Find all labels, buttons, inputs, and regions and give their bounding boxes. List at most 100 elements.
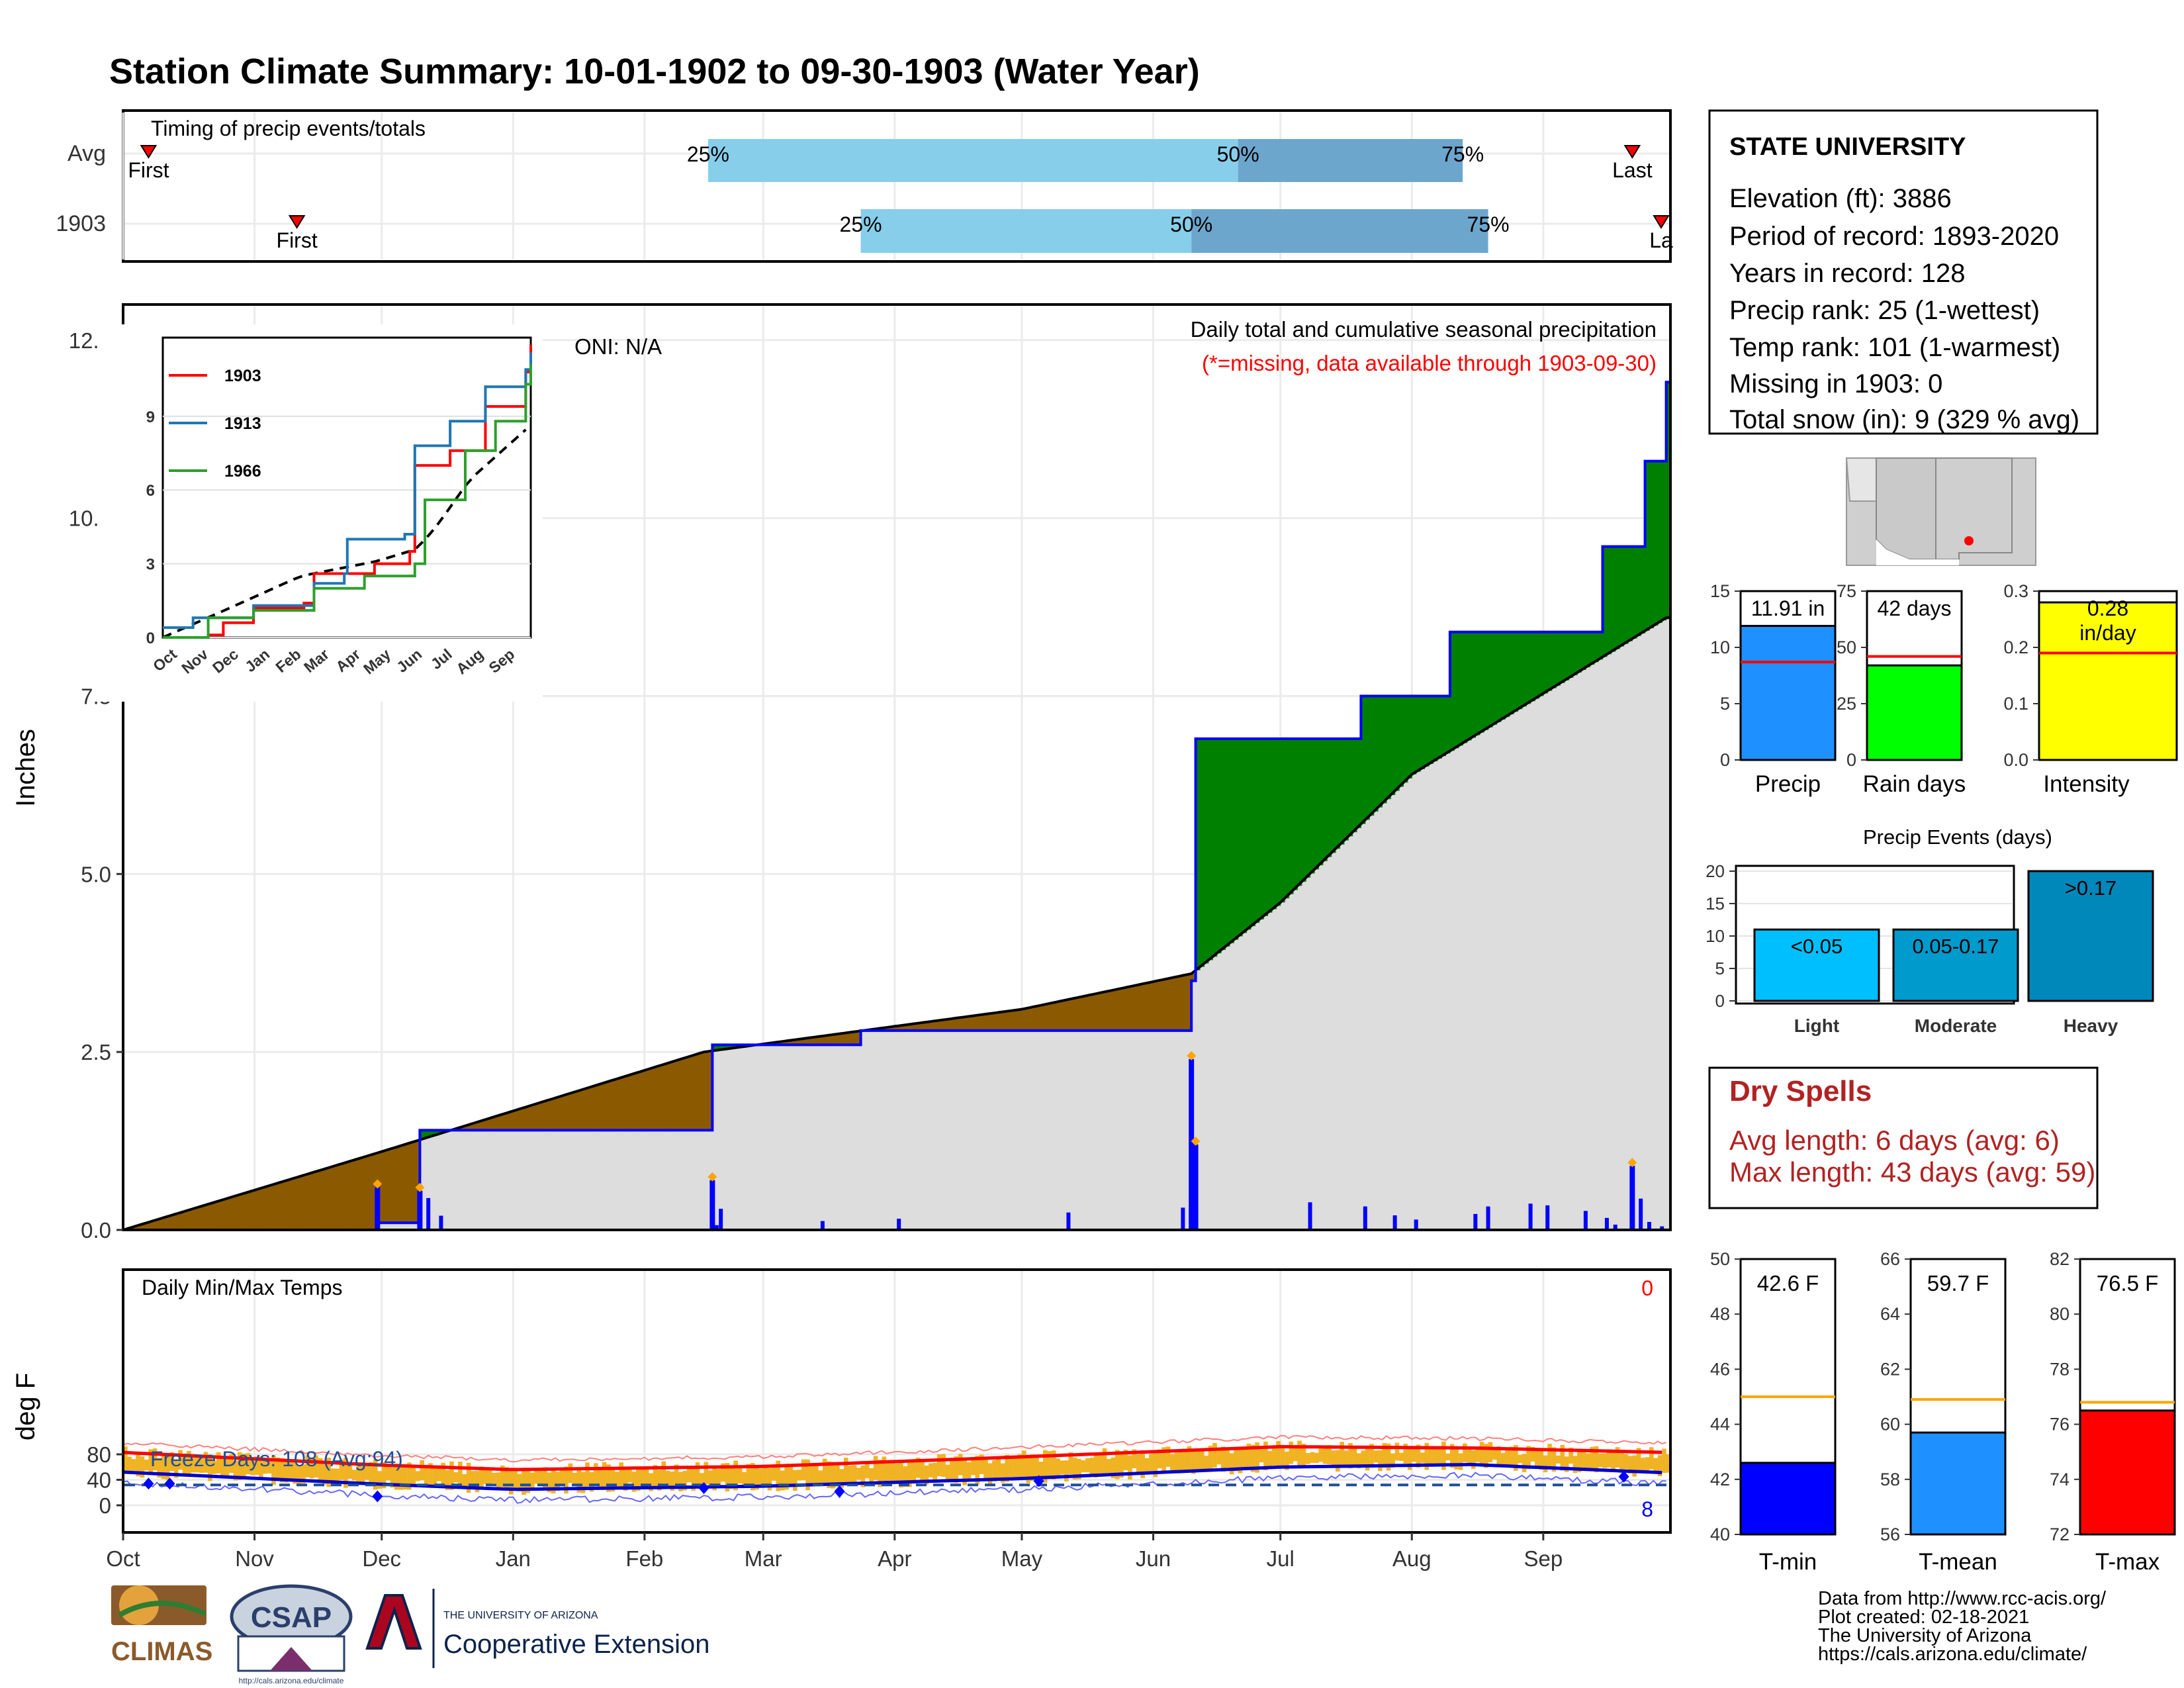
daily-temp-bar-236 [1123,1450,1128,1470]
daily-temp-bar-209 [1009,1458,1014,1477]
daily-temp-bar-88 [496,1472,501,1491]
daily-temp-bar-156 [784,1464,789,1490]
daily-temp-bar-36 [275,1457,281,1479]
deficit-segment [809,1037,815,1045]
inset-legend-label-2: 1966 [224,462,261,481]
daily-temp-bar-171 [848,1466,852,1483]
temp-summary-bar-0 [1739,1462,1837,1536]
daily-temp-bar-182 [894,1463,899,1484]
surplus-segment [1484,632,1489,730]
surplus-segment [1263,738,1269,916]
deficit-segment [1089,995,1095,1031]
temp-summary-tick-label-2-4: 80 [2050,1304,2070,1324]
daily-precip-bar-6 [1066,1212,1071,1230]
daily-temp-bar-67 [407,1462,412,1490]
daily-temp-bar-219 [1051,1450,1056,1480]
surplus-segment [1560,632,1565,683]
daily-temp-bar-117 [619,1462,624,1487]
surplus-segment [1259,738,1264,919]
daily-temp-bar-172 [852,1465,857,1483]
daily-temp-bar-140 [716,1469,721,1486]
surplus-segment [1619,546,1625,647]
daily-temp-bar-340 [1564,1456,1569,1472]
deficit-segment [1128,987,1133,1031]
daily-temp-bar-151 [763,1468,768,1487]
mini-tick-label-1-2: 50 [1837,637,1856,657]
deficit-segment [1102,992,1107,1031]
surplus-segment [1518,632,1523,710]
deficit-segment [920,1023,925,1031]
daily-temp-bar-73 [432,1468,437,1488]
month-label-2: Dec [362,1546,401,1571]
daily-temp-bar-58 [369,1462,374,1485]
daily-temp-bar-183 [899,1460,903,1487]
daily-precip-event-5 [1629,1166,1635,1230]
csap-url: http://cals.arizona.edu/climate [239,1676,344,1685]
daily-temp-bar-161 [805,1459,810,1491]
deficit-segment [576,1091,582,1131]
daily-temp-bar-230 [1098,1453,1103,1477]
deficit-segment [551,1099,556,1131]
daily-temp-bar-307 [1424,1442,1430,1470]
daily-temp-bar-314 [1454,1447,1459,1470]
mini-tick-label-0-3: 15 [1710,581,1730,601]
info-elevation: Elevation (ft): 3886 [1729,184,1952,213]
daily-temp-bar-226 [1081,1460,1086,1473]
surplus-segment [1636,546,1641,636]
daily-temp-bar-51 [339,1459,344,1480]
daily-temp-bar-44 [309,1457,314,1479]
hot-count: 0 [1641,1276,1653,1300]
daily-temp-bar-302 [1403,1443,1408,1464]
info-precip-rank: Precip rank: 25 (1-wettest) [1729,296,2040,325]
info-frame [1708,109,2099,435]
daily-temp-bar-0 [123,1446,128,1474]
daily-temp-bar-256 [1208,1445,1213,1470]
surplus-segment [1437,696,1442,759]
deficit-segment [136,1226,141,1230]
deficit-segment [407,1143,412,1223]
daily-temp-bar-284 [1327,1445,1332,1465]
daily-temp-bar-165 [822,1458,827,1484]
deficit-segment [479,1121,484,1131]
daily-temp-bar-49 [330,1468,336,1484]
daily-temp-bar-61 [381,1462,387,1489]
daily-temp-bar-278 [1301,1444,1306,1466]
deficit-segment [649,1068,654,1131]
record-max-line [122,1434,1666,1463]
daily-temp-bar-224 [1072,1458,1077,1480]
daily-temp-bar-332 [1530,1446,1535,1462]
daily-temp-bar-101 [551,1469,556,1493]
daily-temp-bar-199 [966,1462,972,1481]
surplus-segment [1569,632,1574,678]
daily-temp-bar-144 [733,1460,738,1491]
daily-temp-bar-16 [191,1455,196,1473]
daily-temp-bar-210 [1013,1456,1018,1479]
deficit-segment [1056,1002,1061,1031]
temp-ytick-label-1: 40 [87,1468,111,1493]
deficit-segment [386,1150,391,1223]
deficit-segment [496,1116,501,1131]
deficit-segment [572,1092,577,1131]
daily-precip-bar-18 [1613,1224,1617,1230]
daily-temp-bar-31 [254,1456,259,1476]
deficit-segment [784,1041,790,1045]
mini-tick-label-2-3: 0.3 [2003,581,2028,601]
deficit-segment [305,1174,310,1230]
daily-temp-bar-220 [1056,1458,1060,1478]
daily-temp-bar-196 [954,1456,959,1483]
deficit-segment [250,1191,255,1230]
surplus-segment [1641,546,1646,633]
events-category-2: Heavy [2064,1015,2118,1036]
deficit-segment [1081,996,1086,1031]
deficit-segment [173,1214,179,1230]
cold-marker-0 [143,1477,154,1490]
daily-temp-bar-91 [508,1470,514,1495]
deficit-segment [1030,1007,1035,1031]
daily-temp-bar-105 [568,1463,573,1483]
events-bar-label-2: >0.17 [2065,876,2116,900]
daily-temp-bar-336 [1547,1444,1552,1468]
deficit-segment [335,1166,340,1230]
daily-precip-bar-12 [1473,1213,1478,1230]
deficit-segment [933,1021,938,1031]
surplus-segment [424,1130,429,1139]
